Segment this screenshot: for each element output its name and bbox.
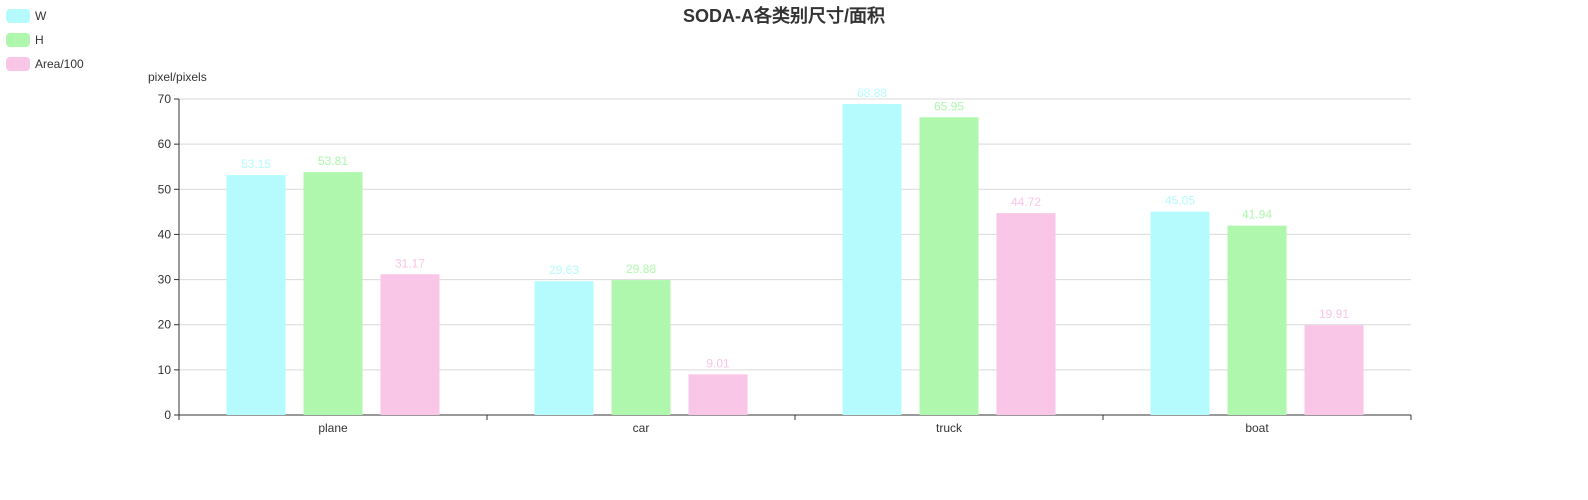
bar xyxy=(1304,325,1364,415)
data-label: 29.63 xyxy=(549,263,579,277)
bar xyxy=(842,104,902,415)
y-tick-label: 20 xyxy=(158,318,172,332)
data-label: 41.94 xyxy=(1242,208,1272,222)
y-tick-label: 60 xyxy=(158,137,172,151)
y-tick-label: 50 xyxy=(158,182,172,196)
data-label: 68.88 xyxy=(857,86,887,100)
data-label: 44.72 xyxy=(1011,195,1041,209)
bar xyxy=(996,213,1056,415)
x-tick-label: car xyxy=(633,421,650,435)
legend-item-h[interactable]: H xyxy=(6,28,84,52)
x-tick-label: truck xyxy=(936,421,963,435)
bar xyxy=(380,274,440,415)
bar xyxy=(688,374,748,415)
y-tick-label: 0 xyxy=(164,408,171,422)
data-label: 19.91 xyxy=(1319,307,1349,321)
bar xyxy=(303,172,363,415)
bar xyxy=(1150,211,1210,415)
x-tick-label: plane xyxy=(318,421,348,435)
legend-label-h: H xyxy=(35,33,44,47)
y-tick-label: 40 xyxy=(158,227,172,241)
legend-swatch-h xyxy=(6,33,30,47)
bar xyxy=(919,117,979,415)
bar xyxy=(226,175,286,415)
y-tick-label: 10 xyxy=(158,363,172,377)
data-label: 53.81 xyxy=(318,154,348,168)
data-label: 53.15 xyxy=(241,157,271,171)
data-label: 65.95 xyxy=(934,99,964,113)
legend-label-w: W xyxy=(35,9,47,23)
legend-swatch-area xyxy=(6,57,30,71)
data-label: 29.88 xyxy=(626,262,656,276)
y-tick-label: 70 xyxy=(158,92,172,106)
data-label: 45.05 xyxy=(1165,194,1195,208)
legend-swatch-w xyxy=(6,9,30,23)
legend-item-area[interactable]: Area/100 xyxy=(6,52,84,76)
data-label: 9.01 xyxy=(706,356,730,370)
bar xyxy=(534,281,594,415)
data-label: 31.17 xyxy=(395,256,425,270)
legend-label-area: Area/100 xyxy=(35,57,84,71)
legend-item-w[interactable]: W xyxy=(6,4,84,28)
y-tick-label: 30 xyxy=(158,273,172,287)
bar xyxy=(611,280,671,415)
bar xyxy=(1227,225,1287,415)
chart-title: SODA-A各类别尺寸/面积 xyxy=(683,6,885,26)
y-axis-unit-label: pixel/pixels xyxy=(148,70,207,84)
x-tick-label: boat xyxy=(1245,421,1269,435)
legend: W H Area/100 xyxy=(6,4,84,76)
